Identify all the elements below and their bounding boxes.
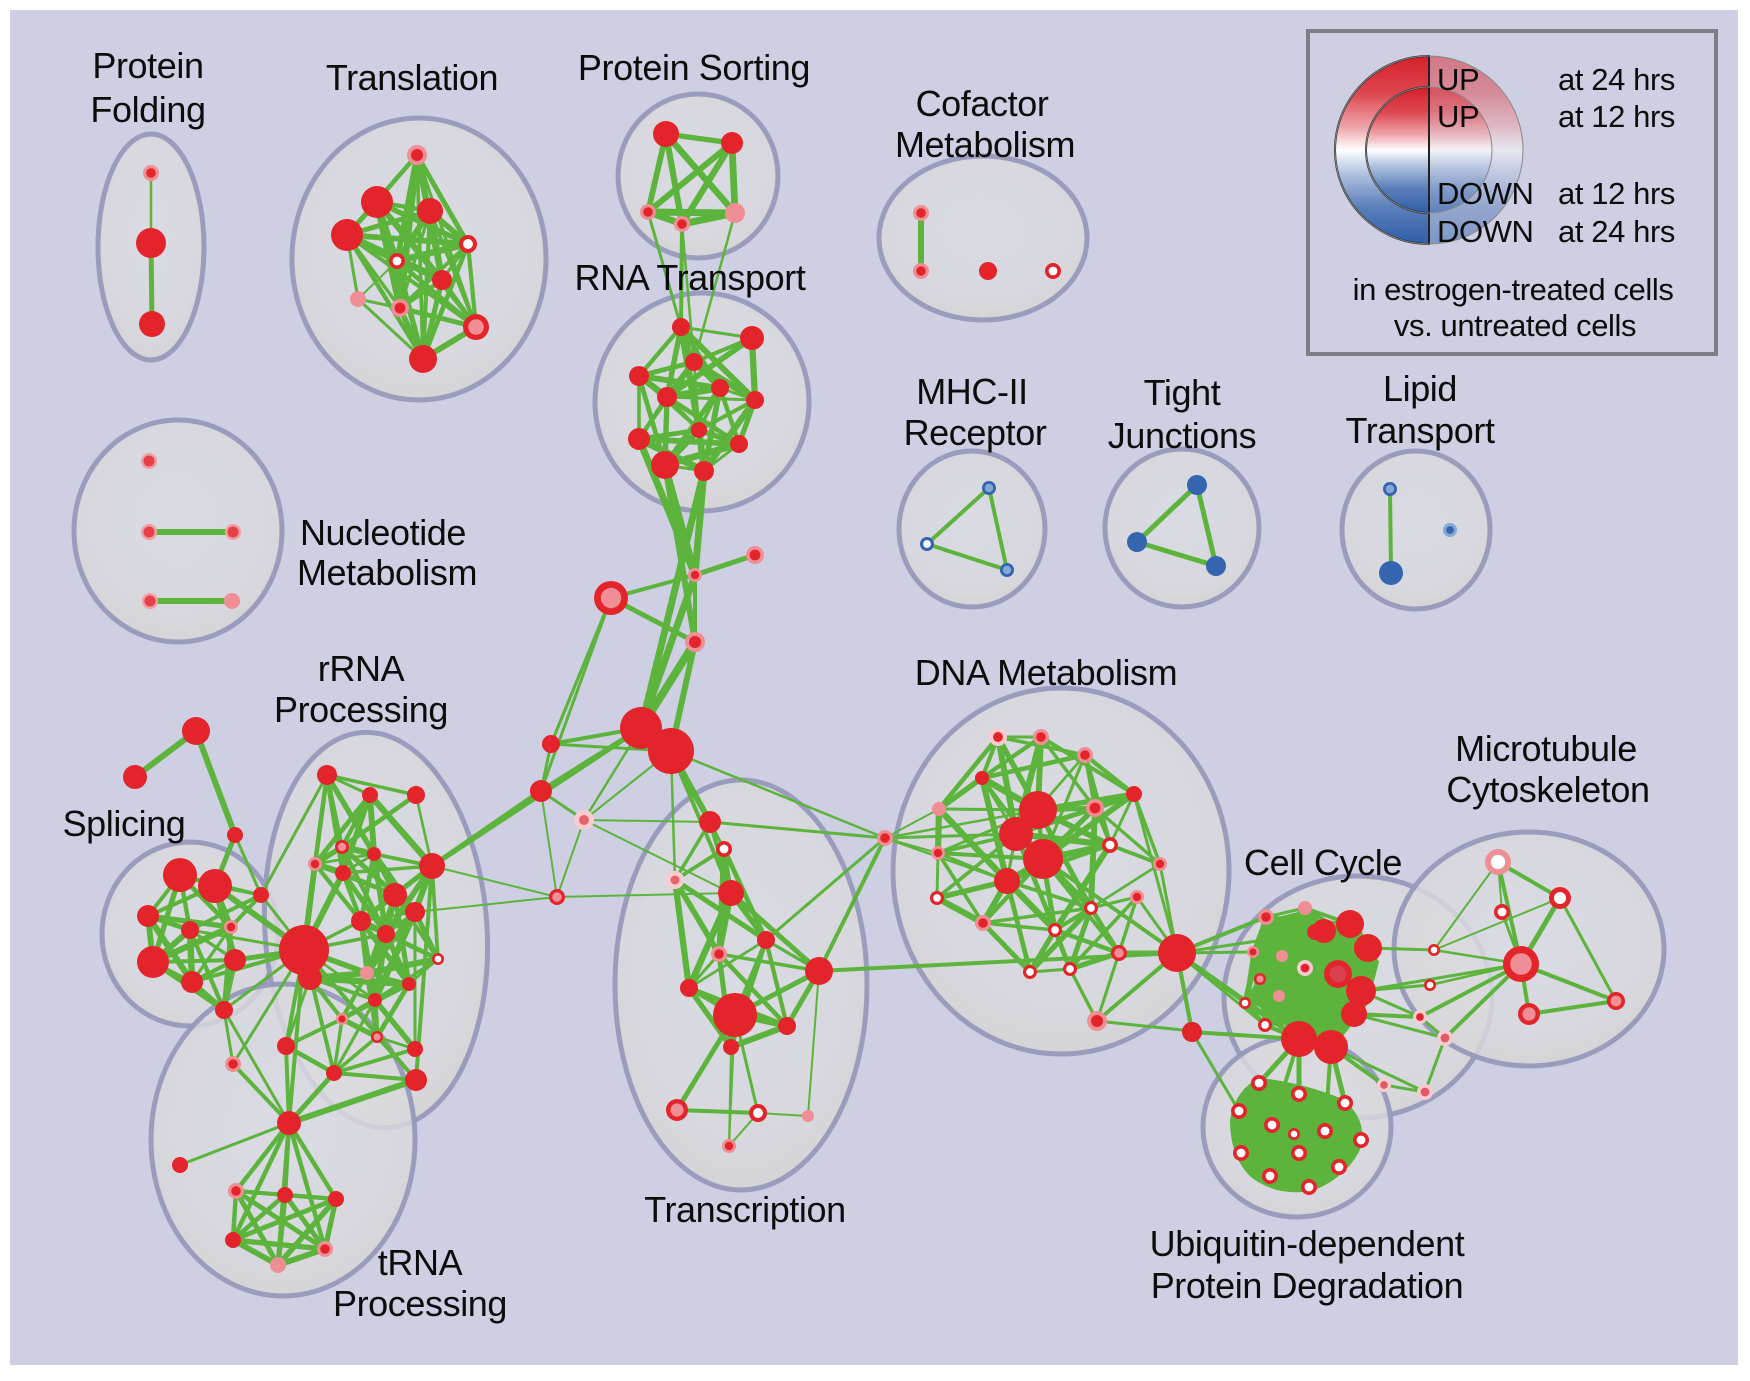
- svg-text:at 24 hrs: at 24 hrs: [1558, 214, 1675, 249]
- svg-text:at 12 hrs: at 12 hrs: [1558, 176, 1675, 211]
- svg-text:Lipid: Lipid: [1383, 368, 1457, 409]
- svg-text:UP: UP: [1437, 62, 1479, 97]
- svg-text:rRNA: rRNA: [318, 648, 405, 689]
- svg-text:Processing: Processing: [333, 1283, 507, 1324]
- svg-text:MHC-II: MHC-II: [916, 371, 1028, 412]
- svg-text:Protein Sorting: Protein Sorting: [578, 47, 810, 88]
- svg-text:Metabolism: Metabolism: [297, 552, 477, 593]
- svg-text:Splicing: Splicing: [63, 803, 186, 844]
- svg-text:Processing: Processing: [274, 689, 448, 730]
- svg-text:Transcription: Transcription: [644, 1189, 846, 1230]
- svg-text:Junctions: Junctions: [1108, 415, 1257, 456]
- svg-text:RNA Transport: RNA Transport: [575, 257, 806, 298]
- svg-text:DNA Metabolism: DNA Metabolism: [915, 652, 1177, 693]
- svg-text:Translation: Translation: [326, 57, 498, 98]
- svg-text:Microtubule: Microtubule: [1455, 728, 1637, 769]
- svg-text:Ubiquitin-dependent: Ubiquitin-dependent: [1150, 1223, 1465, 1264]
- svg-text:Protein Degradation: Protein Degradation: [1151, 1265, 1464, 1306]
- svg-text:Nucleotide: Nucleotide: [300, 512, 466, 553]
- svg-text:tRNA: tRNA: [378, 1242, 463, 1283]
- svg-text:Tight: Tight: [1144, 372, 1221, 413]
- svg-text:at 12 hrs: at 12 hrs: [1558, 99, 1675, 134]
- svg-text:UP: UP: [1437, 99, 1479, 134]
- svg-text:Folding: Folding: [90, 89, 205, 130]
- svg-text:Cell Cycle: Cell Cycle: [1244, 842, 1402, 883]
- svg-text:Protein: Protein: [92, 45, 203, 86]
- svg-text:Cofactor: Cofactor: [916, 83, 1049, 124]
- svg-text:in estrogen-treated cells: in estrogen-treated cells: [1353, 272, 1674, 307]
- svg-text:vs. untreated cells: vs. untreated cells: [1394, 308, 1636, 343]
- svg-text:Transport: Transport: [1345, 410, 1495, 451]
- svg-text:DOWN: DOWN: [1437, 214, 1534, 249]
- svg-text:at 24 hrs: at 24 hrs: [1558, 62, 1675, 97]
- svg-text:Metabolism: Metabolism: [895, 124, 1075, 165]
- svg-text:Cytoskeleton: Cytoskeleton: [1446, 769, 1649, 810]
- svg-text:Receptor: Receptor: [904, 412, 1047, 453]
- svg-text:DOWN: DOWN: [1437, 176, 1534, 211]
